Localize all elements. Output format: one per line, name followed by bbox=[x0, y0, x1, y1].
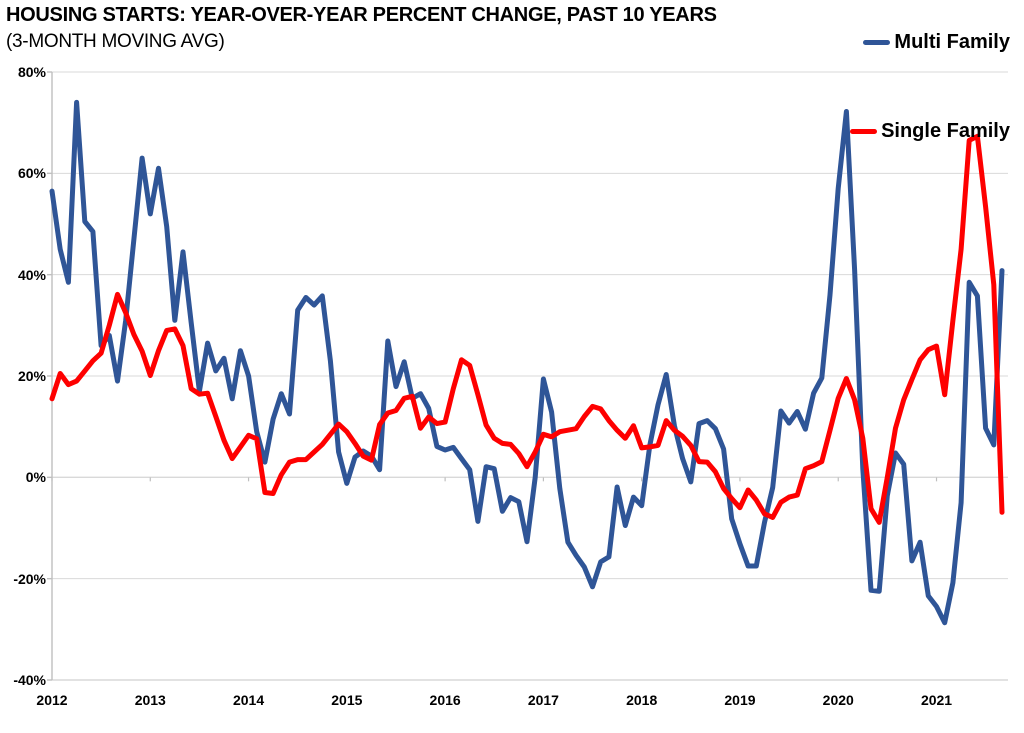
x-axis-label-2015: 2015 bbox=[331, 692, 363, 708]
y-axis-label--20: -20% bbox=[13, 570, 46, 587]
single-family-line bbox=[49, 133, 1005, 525]
x-axis-label-2020: 2020 bbox=[822, 692, 854, 708]
x-axis-label-2014: 2014 bbox=[232, 692, 265, 708]
y-axis-label-0: 0% bbox=[25, 469, 46, 486]
x-axis-label-2016: 2016 bbox=[429, 692, 461, 708]
y-axis-label-20: 20% bbox=[17, 368, 46, 384]
multi-family-line bbox=[49, 99, 1005, 626]
y-axis-label-40: 40% bbox=[17, 266, 46, 283]
x-axis-label-2021: 2021 bbox=[920, 692, 953, 708]
legend-item-single-family: Single Family bbox=[850, 120, 1010, 143]
legend-label-single-family: Single Family bbox=[881, 120, 1010, 142]
chart-subtitle: (3-MONTH MOVING AVG) bbox=[6, 31, 225, 52]
legend-item-multi-family: Multi Family bbox=[863, 31, 1010, 54]
single-family-line-swatch bbox=[850, 129, 878, 134]
multi-family-line-swatch bbox=[863, 40, 891, 45]
x-axis-label-2013: 2013 bbox=[134, 692, 166, 708]
x-axis-label-2012: 2012 bbox=[36, 692, 68, 708]
y-axis-label--40: -40% bbox=[13, 672, 46, 688]
x-axis-label-2019: 2019 bbox=[724, 692, 756, 708]
chart-title: HOUSING STARTS: YEAR-OVER-YEAR PERCENT C… bbox=[6, 4, 717, 26]
y-axis-label-80: 80% bbox=[17, 64, 46, 80]
x-axis-label-2018: 2018 bbox=[626, 692, 658, 708]
legend-label-multi-family: Multi Family bbox=[894, 31, 1010, 53]
x-axis-label-2017: 2017 bbox=[527, 692, 559, 708]
y-axis-label-60: 60% bbox=[17, 165, 46, 182]
